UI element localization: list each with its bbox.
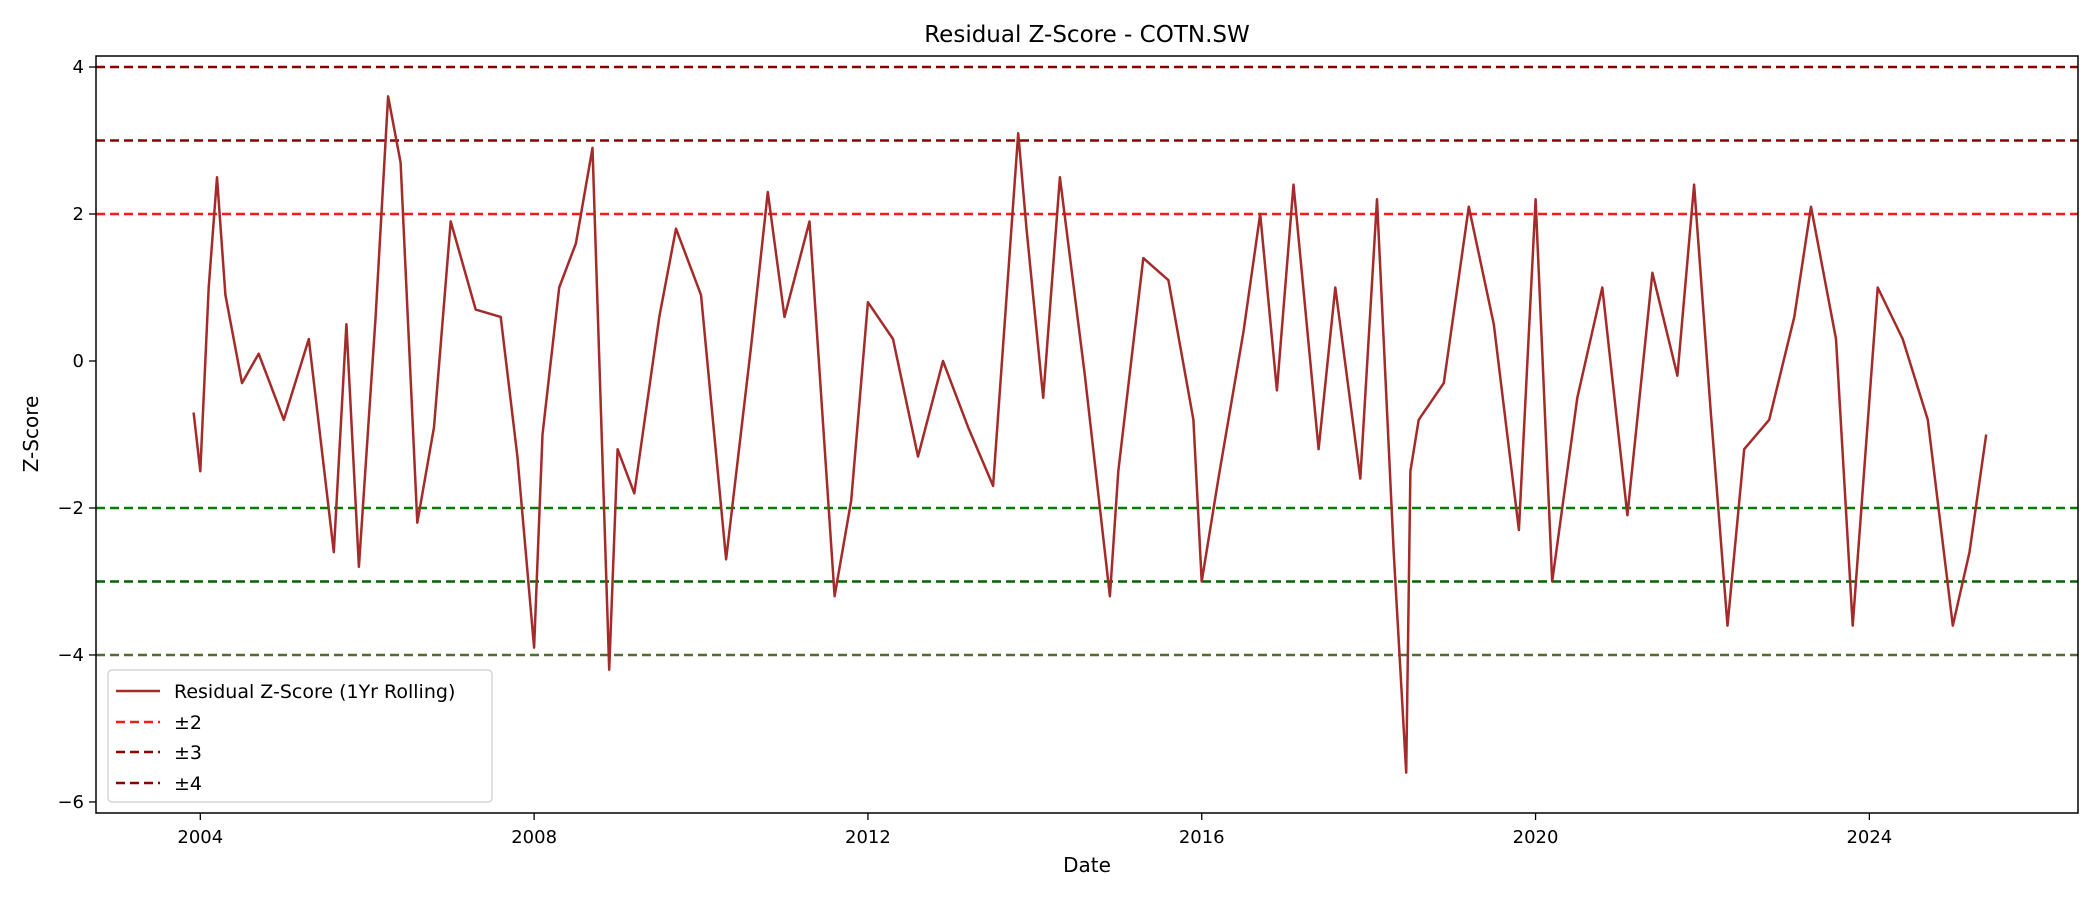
legend-box <box>107 669 493 803</box>
series-lines <box>192 95 1988 774</box>
x-axis-title: Date <box>1063 853 1111 877</box>
y-tick-label: 0 <box>73 351 84 372</box>
y-axis-ticks: −6 −4 −2 0 2 4 <box>57 57 96 813</box>
legend-label-3: ±3 <box>174 742 202 764</box>
legend-label-2: ±2 <box>174 712 202 734</box>
y-tick-label: 4 <box>73 57 84 78</box>
y-tick-label: −4 <box>57 645 84 666</box>
y-tick-label: −6 <box>57 792 84 813</box>
y-tick-label: −2 <box>57 498 84 519</box>
x-tick-label: 2012 <box>845 827 891 848</box>
x-tick-label: 2004 <box>177 827 223 848</box>
series-line-0 <box>192 95 1988 774</box>
x-tick-label: 2008 <box>511 827 557 848</box>
chart-title: Residual Z-Score - COTN.SW <box>924 22 1250 48</box>
x-axis-ticks: 2004 2008 2012 2016 2020 2024 <box>177 813 1892 848</box>
legend-label-4: ±4 <box>174 773 202 795</box>
legend: Residual Z-Score (1Yr Rolling) ±2 ±3 ±4 <box>107 669 493 803</box>
x-tick-label: 2024 <box>1846 827 1892 848</box>
plot-frame <box>95 55 2079 814</box>
x-tick-label: 2016 <box>1179 827 1225 848</box>
legend-label-zscore: Residual Z-Score (1Yr Rolling) <box>174 681 455 703</box>
x-tick-label: 2020 <box>1513 827 1559 848</box>
reference-lines <box>96 65 2078 657</box>
y-tick-label: 2 <box>73 204 84 225</box>
y-axis-title: Z-Score <box>19 396 43 473</box>
